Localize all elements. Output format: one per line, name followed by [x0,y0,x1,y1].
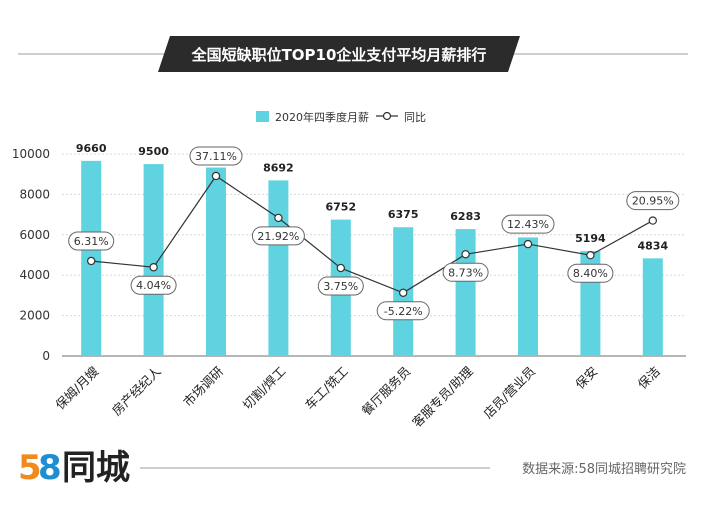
y-tick-label: 4000 [19,268,50,282]
x-category-label: 客服专员/助理 [409,363,476,430]
yoy-label-pill [68,231,115,251]
legend-bar-label: 2020年四季度月薪 [275,110,369,124]
y-tick-label: 8000 [19,187,50,201]
brand-logo: 5 8 同城 [18,448,130,488]
yoy-line: 6.31% 4.04% 37.11% 21.92% 3.75% -5.22% 8.73% 12… [68,146,680,321]
yoy-point [274,213,283,223]
yoy-label-pill [317,276,364,296]
bar [518,237,538,356]
y-tick-label: 6000 [19,228,50,242]
yoy-value-label: 8.73% [448,266,483,279]
yoy-point [461,250,470,259]
x-category-label: 市场调研 [180,364,226,410]
yoy-label-pill [130,275,177,295]
bar-value-label: 9660 [76,142,107,155]
yoy-polyline [91,175,654,294]
yoy-point [586,251,595,260]
bar [642,258,663,356]
yoy-value-label: -5.22% [384,305,423,318]
footer: 5 8 同城 数据来源:58同城招聘研究院 [18,448,686,488]
chart-title: 全国短缺职位TOP10企业支付平均月薪排行 [191,46,487,64]
yoy-label-pill [626,191,680,211]
legend-line-label: 同比 [404,111,426,124]
title-background [158,36,520,72]
bar-value-label: 8692 [263,161,294,174]
x-category-label: 房产经纪人 [109,363,164,418]
bar [143,164,164,356]
y-tick-label: 2000 [19,309,50,323]
brand-eight: 8 [38,448,62,488]
x-category-label: 保姆/月嫂 [52,363,101,412]
yoy-label-pill [189,146,243,166]
value-labels: 9660950093308692675263756283586951944834 [76,142,669,252]
source-note: 数据来源:58同城招聘研究院 [522,462,686,477]
yoy-point [336,263,345,273]
yoy-value-label: 3.75% [323,280,358,293]
legend-bar-swatch [256,111,269,122]
yoy-point [523,239,533,249]
x-category-label: 保洁 [635,364,663,392]
yoy-value-label: 4.04% [136,279,171,292]
yoy-value-label: 21.92% [257,230,299,243]
yoy-label-pill [376,301,430,321]
bar-value-label: 4834 [637,239,668,252]
yoy-point [648,216,658,225]
yoy-value-label: 6.31% [74,235,109,248]
bar-value-label: 9500 [138,145,169,158]
bar [206,167,226,356]
yoy-value-label: 37.11% [195,150,237,163]
yoy-label-pill [442,262,489,282]
bar-value-label: 6283 [450,210,481,223]
x-category-label: 店员/营业员 [480,364,538,422]
y-axis: 0 2000 4000 6000 8000 10000 [12,147,50,363]
brand-name: 同城 [62,448,130,488]
x-category-label: 保安 [572,364,600,392]
y-tick-label: 10000 [12,147,50,161]
yoy-point [399,288,408,298]
legend-line-marker [382,111,392,121]
yoy-label-pill [501,214,555,234]
y-tick-label: 0 [42,349,50,363]
yoy-label-pill [251,226,305,246]
yoy-label-pill [567,263,614,283]
x-category-label: 车工/铣工 [302,364,351,413]
bar-value-label: 6752 [325,201,356,214]
x-category-label: 切割/焊工 [240,364,289,413]
yoy-point [86,256,96,266]
legend: 2020年四季度月薪 同比 [256,110,426,124]
x-category-label: 餐厅服务员 [359,364,414,419]
yoy-point [211,171,221,181]
bar [268,180,289,356]
yoy-point [149,263,158,272]
bar [455,229,476,356]
yoy-value-label: 12.43% [507,218,549,231]
bar-value-label: 5194 [575,232,606,245]
title-banner: 全国短缺职位TOP10企业支付平均月薪排行 [18,36,688,72]
yoy-value-label: 20.95% [632,195,674,208]
bars [81,160,663,356]
bar-value-label: 6375 [388,208,419,221]
yoy-value-label: 8.40% [573,267,608,280]
brand-five: 5 [18,448,42,488]
